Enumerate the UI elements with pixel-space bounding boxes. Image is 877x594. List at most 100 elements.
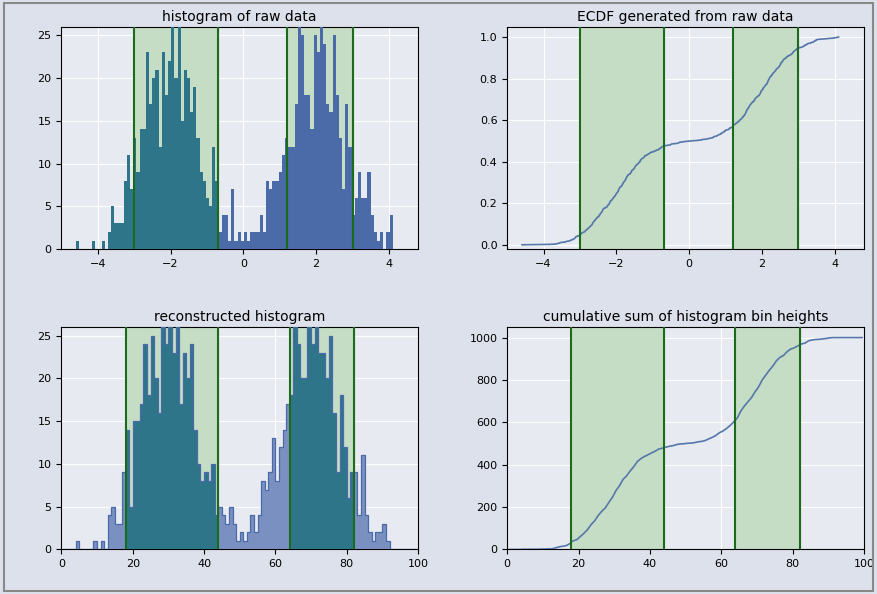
Bar	[144, 344, 147, 549]
Bar	[289, 396, 293, 549]
Bar	[246, 532, 251, 549]
Bar	[161, 52, 165, 249]
Bar	[159, 147, 161, 249]
Bar	[572, 327, 664, 549]
Bar	[258, 515, 261, 549]
Bar	[115, 524, 118, 549]
Bar	[261, 481, 265, 549]
Bar	[209, 206, 212, 249]
Bar	[234, 241, 238, 249]
Bar	[225, 524, 229, 549]
Bar	[273, 181, 275, 249]
Bar	[153, 78, 155, 249]
Bar	[322, 353, 325, 549]
Bar	[216, 181, 218, 249]
Bar	[386, 541, 389, 549]
Bar	[133, 138, 136, 249]
Bar	[301, 35, 304, 249]
Bar	[293, 267, 296, 549]
Bar	[189, 344, 193, 549]
Bar	[285, 138, 289, 249]
Bar	[212, 147, 216, 249]
Bar	[300, 378, 304, 549]
Bar	[304, 95, 307, 249]
Bar	[204, 472, 208, 549]
Bar	[184, 69, 187, 249]
Bar	[268, 472, 272, 549]
Bar	[136, 172, 139, 249]
Bar	[332, 35, 336, 249]
Bar	[193, 429, 197, 549]
Bar	[243, 541, 246, 549]
Bar	[361, 198, 364, 249]
Bar	[118, 524, 122, 549]
Bar	[346, 104, 348, 249]
Bar	[108, 515, 111, 549]
Bar	[298, 10, 301, 249]
Bar	[222, 515, 225, 549]
Bar	[279, 447, 282, 549]
Bar	[374, 232, 377, 249]
Bar	[330, 112, 332, 249]
Bar	[317, 52, 320, 249]
Bar	[310, 129, 314, 249]
Bar	[315, 276, 318, 549]
Bar	[367, 172, 371, 249]
Bar	[241, 241, 244, 249]
Bar	[238, 232, 241, 249]
Bar	[346, 498, 350, 549]
Bar	[127, 155, 130, 249]
Bar	[379, 532, 382, 549]
Bar	[125, 429, 129, 549]
Bar	[161, 327, 165, 549]
Bar	[296, 344, 300, 549]
Title: reconstructed histogram: reconstructed histogram	[154, 311, 325, 324]
Bar	[75, 541, 79, 549]
Bar	[336, 472, 339, 549]
Bar	[125, 327, 218, 549]
Bar	[129, 507, 132, 549]
Bar	[182, 353, 186, 549]
Bar	[154, 378, 158, 549]
Bar	[389, 215, 393, 249]
Bar	[336, 95, 339, 249]
Bar	[325, 378, 329, 549]
Bar	[201, 481, 204, 549]
Bar	[165, 95, 168, 249]
Bar	[339, 138, 342, 249]
Bar	[332, 413, 336, 549]
Bar	[158, 413, 161, 549]
Bar	[372, 541, 375, 549]
Bar	[339, 396, 343, 549]
Bar	[102, 241, 104, 249]
Bar	[111, 507, 115, 549]
Bar	[348, 147, 352, 249]
Bar	[179, 404, 182, 549]
Bar	[124, 181, 127, 249]
Bar	[350, 472, 353, 549]
Bar	[289, 147, 291, 249]
Bar	[282, 429, 286, 549]
Bar	[139, 404, 144, 549]
Bar	[143, 129, 146, 249]
Bar	[139, 129, 143, 249]
Bar	[193, 87, 196, 249]
Bar	[365, 515, 368, 549]
Bar	[380, 232, 383, 249]
Bar	[190, 112, 193, 249]
Bar	[151, 336, 154, 549]
Bar	[733, 27, 798, 249]
Bar	[289, 327, 353, 549]
Bar	[225, 215, 228, 249]
Bar	[375, 532, 379, 549]
Bar	[175, 78, 177, 249]
Bar	[247, 241, 250, 249]
Bar	[364, 198, 367, 249]
Bar	[286, 404, 289, 549]
Bar	[263, 232, 266, 249]
Bar	[329, 336, 332, 549]
Bar	[377, 241, 380, 249]
Bar	[136, 421, 139, 549]
Bar	[382, 524, 386, 549]
Bar	[206, 198, 209, 249]
